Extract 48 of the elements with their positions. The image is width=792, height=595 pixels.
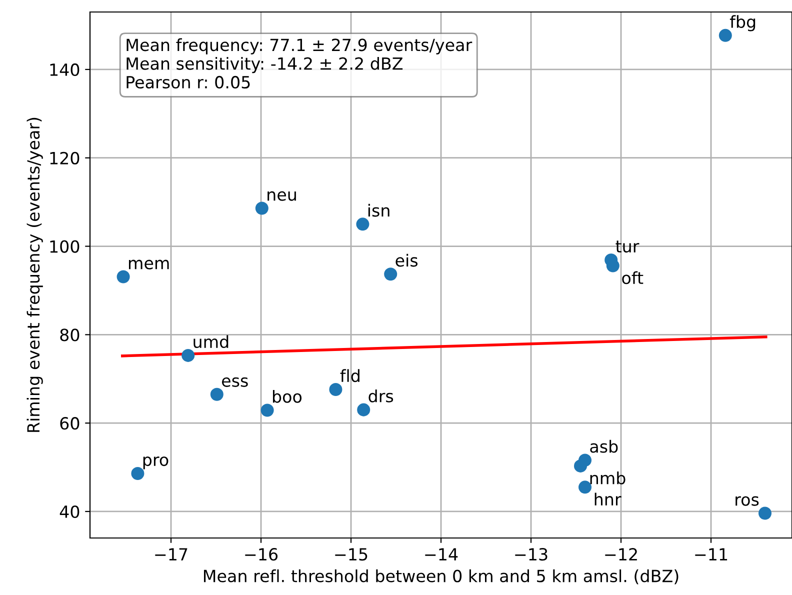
annotation: nmb (590, 472, 626, 484)
x-tick-label: −15 (335, 548, 368, 561)
point (116, 270, 130, 284)
y-axis-title: Riming event frequency (events/year) (26, 118, 43, 432)
annotation: ros (736, 496, 759, 506)
annotation: umd (194, 335, 228, 348)
x-tick-label: −12 (605, 548, 637, 560)
annotation: oft (622, 271, 644, 284)
y-tick-label: 140 (50, 63, 80, 76)
y-tick-label: 40 (60, 505, 80, 518)
point (574, 459, 588, 472)
point (384, 268, 398, 281)
annotation: drs (368, 390, 394, 402)
point (131, 466, 144, 480)
annotation: asb (590, 440, 618, 453)
point (210, 388, 224, 401)
point (255, 202, 268, 215)
point (606, 259, 620, 272)
x-tick-label: −13 (515, 548, 548, 561)
point (578, 480, 592, 494)
annotation: eis (396, 254, 418, 267)
annotation: neu (268, 191, 296, 201)
y-tick-label: 100 (50, 240, 80, 253)
y-tick-label: 60 (60, 417, 80, 430)
x-tick-label: −17 (155, 548, 188, 560)
x-tick-label: −14 (425, 548, 458, 560)
annotation: Mean frequency: 77.1 ± 27.9 events/year Mean sensitivity: -14.2 ± 2.2 dBZ Pearson r: 0.05 (126, 38, 472, 89)
point (182, 348, 195, 362)
annotation: fbg (730, 15, 756, 32)
annotation: isn (368, 204, 390, 217)
x-tick-label: −16 (245, 548, 278, 561)
point (718, 28, 732, 42)
annotation: mem (128, 260, 169, 270)
annotation: ess (222, 377, 248, 387)
point (260, 404, 274, 417)
point (357, 403, 370, 416)
x-tick-label: −11 (695, 548, 728, 560)
annotation: pro (143, 456, 168, 470)
x-axis-title: Mean refl. threshold between 0 km and 5 km amsl. (dBZ) (204, 569, 678, 584)
annotation: hnr (594, 492, 622, 506)
annotation: fld (340, 369, 360, 382)
y-tick-label: 80 (60, 328, 80, 342)
annotation: boo (272, 390, 302, 403)
y-tick-label: 120 (50, 152, 80, 164)
point (758, 506, 772, 520)
point (356, 218, 370, 231)
annotation: tur (616, 240, 640, 253)
point (329, 382, 342, 396)
